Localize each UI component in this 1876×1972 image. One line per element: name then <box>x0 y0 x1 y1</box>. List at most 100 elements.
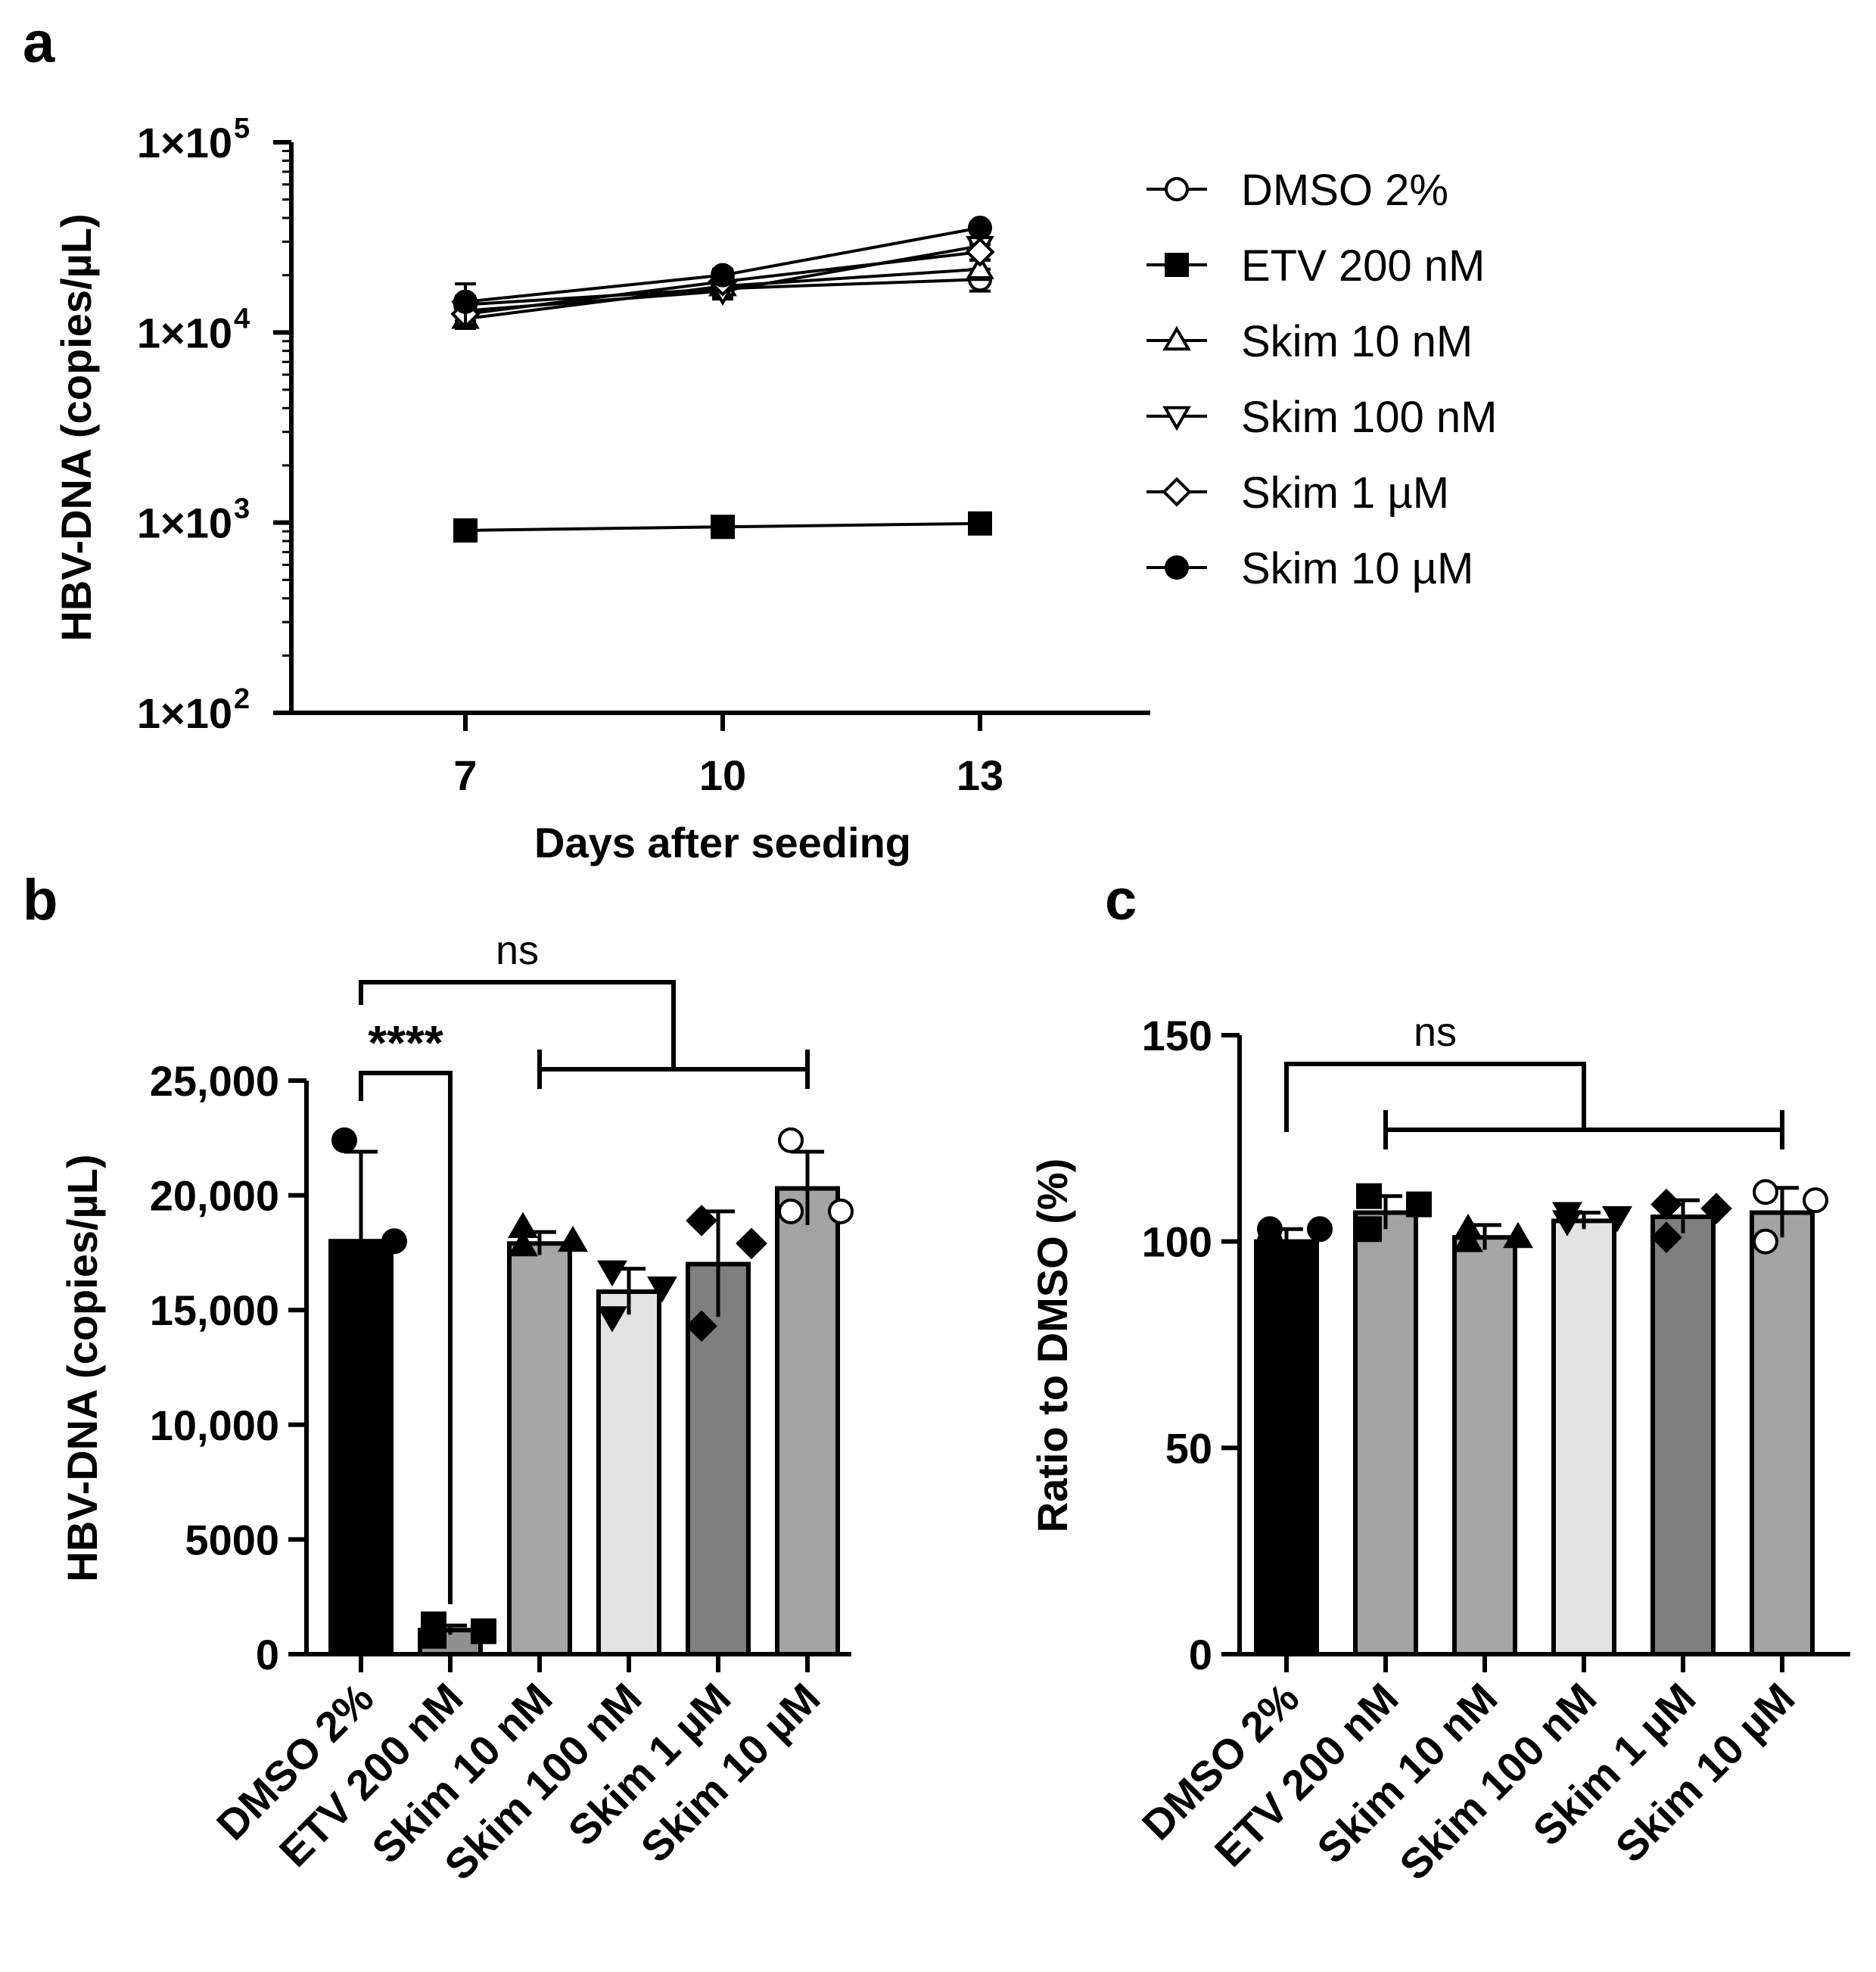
panel-c-y-label: Ratio to DMSO (%) <box>1028 1159 1076 1533</box>
panel-b-bracket-line <box>359 980 676 1069</box>
panel-a-point-skim-10-m <box>711 263 735 288</box>
panel-b-data-point <box>736 1227 767 1260</box>
legend-marker-skim-10-nm <box>1162 325 1191 351</box>
panel-c-bar-skim-10-nm <box>1452 1235 1517 1657</box>
panel-c-data-point <box>1602 1205 1632 1233</box>
panel-b-data-point <box>778 1127 804 1153</box>
legend-label: Skim 10 nM <box>1241 317 1473 366</box>
panel-b-data-point <box>331 1327 357 1353</box>
panel-b-data-point <box>381 1228 407 1255</box>
panel-c-bars <box>1254 1179 1828 1657</box>
panel-b-y-tick-label: 5000 <box>185 1516 279 1563</box>
panel-b-y-tick-label: 10,000 <box>150 1401 279 1449</box>
panel-a-x-label: Days after seeding <box>534 819 911 866</box>
legend-item-skim-100-nm: Skim 100 nM <box>1146 393 1497 442</box>
panel-b-data-point <box>647 1276 677 1303</box>
panel-b-sig-label: **** <box>368 1016 443 1070</box>
legend-item-dmso-2: DMSO 2% <box>1146 166 1448 215</box>
panel-letter-b: b <box>23 868 58 932</box>
panel-a-series-etv-200-nm <box>453 511 992 543</box>
panel-b-data-point <box>778 1198 804 1224</box>
panel-c-y-tick-label: 100 <box>1142 1218 1212 1266</box>
panel-b-bars <box>328 1127 854 1657</box>
panel-c-significance: ns <box>1284 1009 1784 1149</box>
panel-b-bar-skim-10-m <box>775 1186 840 1656</box>
legend-marker-dmso-2 <box>1165 177 1189 201</box>
panel-c-y-tick-label: 150 <box>1142 1012 1212 1059</box>
legend-item-skim-1-m: Skim 1 µM <box>1146 468 1449 518</box>
panel-b-data-point <box>597 1306 627 1333</box>
legend-item-skim-10-nm: Skim 10 nM <box>1146 317 1473 366</box>
legend-label: Skim 100 nM <box>1241 393 1497 442</box>
panel-a-y-tick-label: 1×10 <box>137 499 232 547</box>
panel-b-data-point <box>558 1225 588 1252</box>
panel-a-line-chart: 1×10 51×10 41×10 31×10 2 7 10 13 Days after se… <box>52 113 1497 866</box>
panel-c-data-point <box>1307 1216 1333 1243</box>
legend-marker-skim-10-m <box>1165 555 1189 580</box>
panel-c-data-point <box>1453 1226 1483 1252</box>
panel-b-y-tick-label: 15,000 <box>150 1286 279 1334</box>
panel-a-point-etv-200-nm <box>453 518 478 543</box>
panel-c-data-point <box>1753 1179 1778 1205</box>
legend-marker-skim-1-m <box>1162 477 1192 507</box>
panel-b-data-point <box>686 1310 717 1342</box>
legend-marker-etv-200-nm <box>1165 253 1189 277</box>
legend-item-skim-10-m: Skim 10 µM <box>1146 544 1473 593</box>
panel-c-bracket-line <box>1284 1062 1586 1132</box>
panel-c-y-tick-label: 50 <box>1165 1424 1212 1472</box>
panel-c-bar-etv-200-nm <box>1353 1210 1418 1656</box>
panel-c-data-point <box>1257 1228 1283 1255</box>
panel-c-data-point <box>1650 1221 1682 1254</box>
panel-a-x-tick-label: 10 <box>699 751 746 799</box>
panel-a-x-tick-label: 13 <box>957 751 1003 799</box>
panel-c-bar-dmso-2 <box>1254 1239 1319 1656</box>
panel-a-point-skim-1-m <box>965 237 995 267</box>
panel-b-data-point <box>421 1622 446 1649</box>
panel-c-data-point <box>1503 1221 1533 1249</box>
panel-b-significance: **** ns <box>359 928 810 1604</box>
panel-a-series <box>450 216 995 543</box>
panel-a-y-tick-label: 1×10 <box>137 309 232 356</box>
panel-letter-a: a <box>23 11 55 75</box>
panel-b-y-tick-label: 20,000 <box>150 1172 279 1220</box>
panel-b-y-tick-label: 25,000 <box>150 1057 279 1105</box>
panel-a-y-ticks: 1×10 51×10 41×10 31×10 2 <box>137 113 291 737</box>
legend-item-etv-200-nm: ETV 200 nM <box>1146 241 1485 291</box>
panel-b-sig-label: ns <box>496 928 539 973</box>
panel-a-series-skim-10-m <box>453 216 992 326</box>
panel-a-x-ticks: 7 10 13 <box>453 713 1003 799</box>
panel-a-y-tick-exponent: 3 <box>234 493 250 525</box>
legend-label: DMSO 2% <box>1241 166 1448 215</box>
panel-b-y-label: HBV-DNA (copies/µL) <box>58 1154 106 1582</box>
panel-a-legend: DMSO 2% ETV 200 nM Skim 10 nM Skim 100 nM Sk… <box>1146 166 1497 593</box>
panel-c-data-point <box>1753 1228 1778 1255</box>
panel-b-data-point <box>597 1260 627 1287</box>
panel-c-sig-label: ns <box>1414 1009 1457 1055</box>
panel-c-bar-skim-100-nm <box>1551 1218 1616 1656</box>
panel-c-bar-skim-10-m <box>1750 1210 1815 1656</box>
panel-c-data-point <box>1356 1216 1382 1243</box>
panel-a-point-etv-200-nm <box>711 515 735 540</box>
panel-c-data-point <box>1803 1187 1828 1214</box>
panel-c-data-point <box>1552 1210 1582 1236</box>
panel-a-point-skim-10-nm <box>966 254 994 279</box>
panel-c-y-tick-label: 0 <box>1189 1631 1212 1678</box>
legend-label: Skim 1 µM <box>1241 468 1449 518</box>
panel-b-data-point <box>471 1618 496 1644</box>
panel-a-x-tick-label: 7 <box>453 751 477 799</box>
panel-a-point-etv-200-nm <box>968 511 992 536</box>
panel-b-bar-skim-10-nm <box>507 1241 572 1656</box>
panel-b-bar-chart: 0 5000 10,000 15,000 20,000 25,000 DMSO 2%ETV… <box>58 928 854 1889</box>
panel-a-y-tick-label: 1×10 <box>137 119 232 166</box>
panel-b-y-ticks: 0 5000 10,000 15,000 20,000 25,000 <box>150 1057 306 1678</box>
panel-c-data-point <box>1356 1183 1382 1209</box>
panel-b-y-tick-label: 0 <box>256 1631 279 1678</box>
panel-b-data-point <box>686 1205 717 1236</box>
panel-b-data-point <box>828 1198 854 1224</box>
panel-b-data-point <box>331 1127 357 1153</box>
panel-c-data-point <box>1650 1188 1682 1221</box>
